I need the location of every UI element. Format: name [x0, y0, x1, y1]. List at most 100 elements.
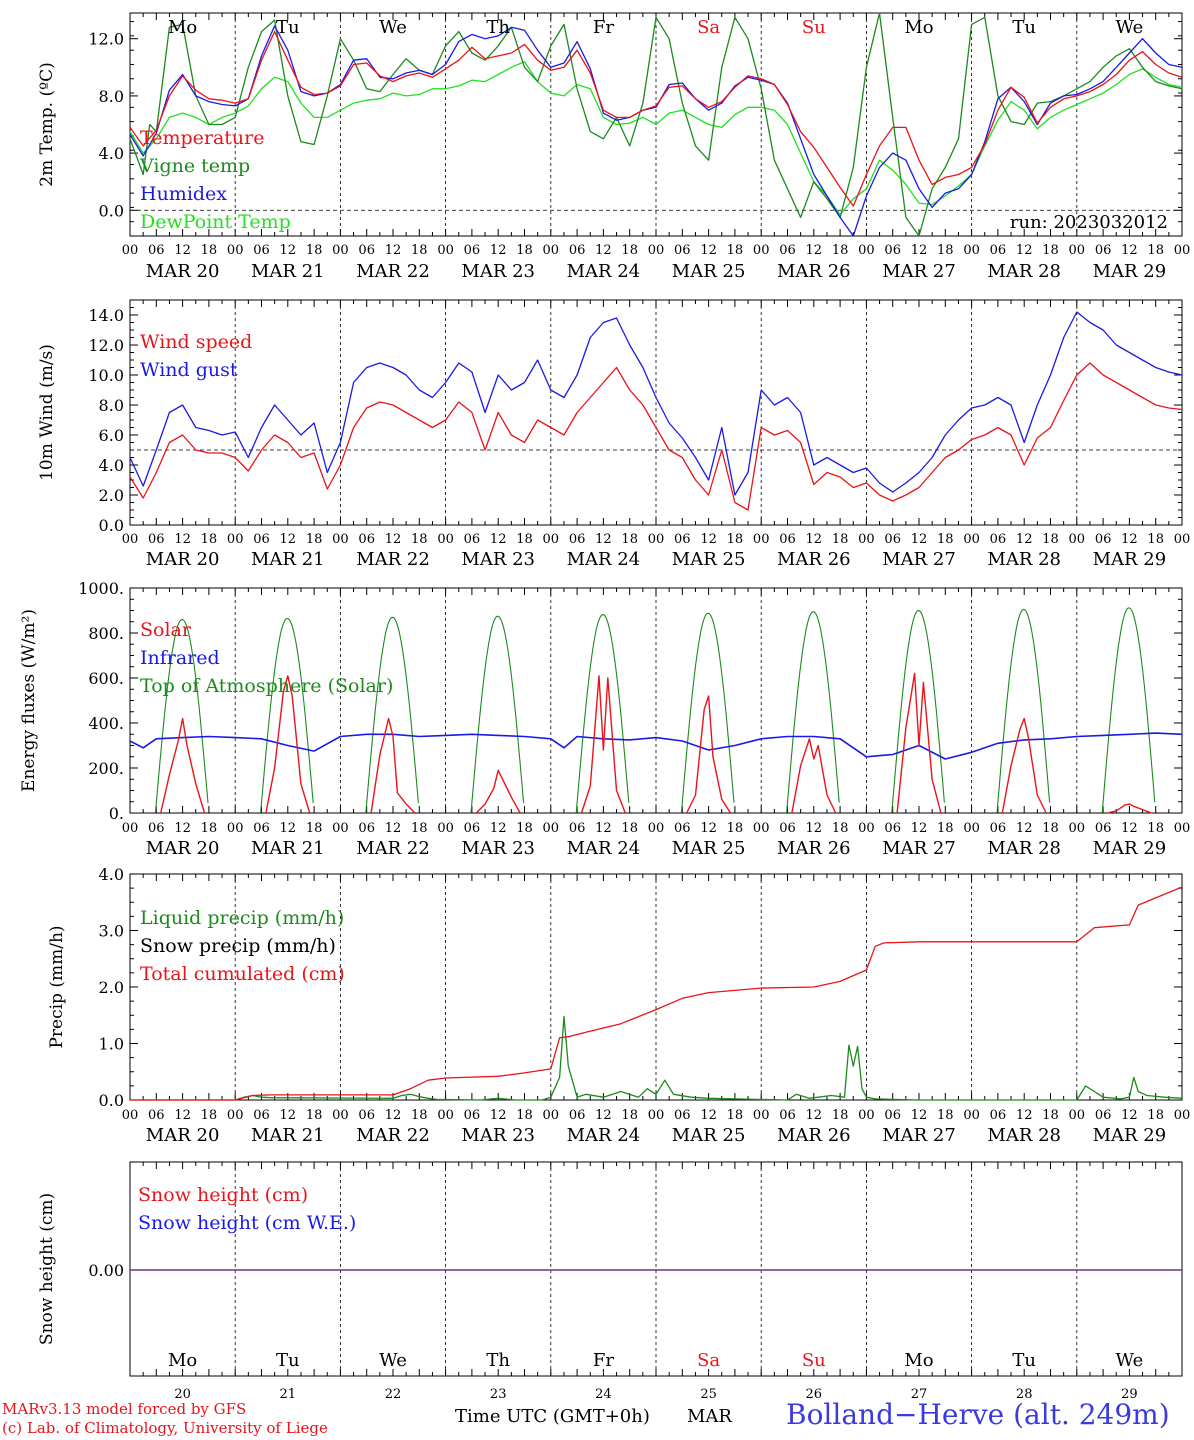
x-hour-label: 18 — [1042, 532, 1059, 547]
weekday-label: Th — [486, 1350, 510, 1371]
x-hour-label: 12 — [385, 1108, 402, 1123]
x-hour-label: 12 — [911, 243, 928, 258]
x-hour-label: 18 — [1147, 243, 1164, 258]
x-hour-label: 06 — [569, 243, 586, 258]
x-date-label: MAR 29 — [1093, 838, 1167, 859]
x-hour-label: 12 — [280, 532, 297, 547]
x-hour-label: 12 — [1016, 532, 1033, 547]
x-hour-label: 00 — [332, 821, 349, 836]
y-tick-label: 800. — [88, 624, 124, 643]
x-date-label: MAR 21 — [251, 261, 325, 282]
x-date-label: MAR 26 — [777, 549, 851, 570]
x-hour-label: 18 — [832, 1108, 849, 1123]
x-hour-label: 00 — [543, 532, 560, 547]
x-hour-label: 00 — [753, 243, 770, 258]
x-hour-label: 06 — [990, 1108, 1007, 1123]
x-hour-label: 00 — [963, 1108, 980, 1123]
x-hour-label: 00 — [437, 243, 454, 258]
x-hour-label: 00 — [753, 532, 770, 547]
x-date-label: MAR 22 — [356, 838, 430, 859]
x-hour-label: 12 — [700, 821, 717, 836]
weekday-label: Fr — [593, 17, 614, 38]
x-hour-label: 00 — [1069, 821, 1086, 836]
wind-panel: 00 06 12 18 MAR 20 00 06 12 18 MAR 21 00 06 12 18 MAR … — [37, 299, 1190, 570]
x-hour-label: 06 — [884, 1108, 901, 1123]
solar-day-curve — [265, 675, 311, 814]
x-hour-label: 06 — [569, 1108, 586, 1123]
legend-entry: Snow height (cm W.E.) — [138, 1212, 356, 1234]
x-hour-label: 06 — [990, 532, 1007, 547]
y-axis-label: Energy fluxes (W/m²) — [19, 609, 39, 792]
x-hour-label: 00 — [122, 1108, 139, 1123]
x-hour-label: 00 — [332, 1108, 349, 1123]
legend-entry: Wind speed — [140, 331, 252, 353]
weekday-label: Tu — [1012, 17, 1036, 38]
day-number-label: 28 — [1016, 1387, 1033, 1402]
toa-solar-arc — [891, 610, 945, 814]
legend-entry: Temperature — [140, 127, 264, 149]
x-hour-label: 06 — [884, 243, 901, 258]
x-hour-label: 00 — [1069, 243, 1086, 258]
x-hour-label: 00 — [963, 532, 980, 547]
solar-day-curve — [896, 672, 942, 814]
x-hour-label: 06 — [253, 821, 270, 836]
x-date-label: MAR 22 — [356, 261, 430, 282]
x-hour-label: 06 — [990, 821, 1007, 836]
y-tick-label: 2.0 — [99, 978, 124, 997]
x-date-label: MAR 23 — [461, 1125, 535, 1146]
solar-day-curve — [791, 738, 837, 814]
x-hour-label: 18 — [621, 821, 638, 836]
legend-entry: Solar — [140, 619, 192, 641]
x-hour-label: 06 — [358, 532, 375, 547]
x-hour-label: 00 — [437, 821, 454, 836]
x-hour-label: 00 — [543, 821, 560, 836]
x-date-label: MAR 21 — [251, 549, 325, 570]
series-line-total — [130, 886, 1183, 1101]
x-hour-label: 12 — [1121, 1108, 1138, 1123]
series-line-temperature — [129, 30, 1183, 207]
y-tick-label: 4.0 — [99, 456, 124, 475]
x-hour-label: 12 — [385, 821, 402, 836]
x-date-label: MAR 25 — [672, 261, 746, 282]
x-hour-label: 18 — [411, 532, 428, 547]
x-hour-label: 18 — [306, 1108, 323, 1123]
x-date-label: MAR 28 — [987, 838, 1061, 859]
series-line-wind-speed — [129, 362, 1183, 511]
legend-entry: Total cumulated (cm) — [140, 963, 345, 985]
x-hour-label: 06 — [148, 243, 165, 258]
x-hour-label: 00 — [648, 243, 665, 258]
series-line-dewpoint-temp — [129, 60, 1183, 216]
x-hour-label: 06 — [464, 243, 481, 258]
x-hour-label: 12 — [385, 532, 402, 547]
x-hour-label: 00 — [437, 532, 454, 547]
x-hour-label: 00 — [753, 821, 770, 836]
solar-day-curve — [580, 675, 626, 814]
x-hour-label: 00 — [437, 1108, 454, 1123]
x-date-label: MAR 25 — [672, 1125, 746, 1146]
weekday-label: Tu — [1012, 1350, 1036, 1371]
day-number-label: 29 — [1121, 1387, 1138, 1402]
x-date-label: MAR 25 — [672, 549, 746, 570]
x-date-label: MAR 27 — [882, 1125, 956, 1146]
x-date-label: MAR 26 — [777, 1125, 851, 1146]
x-hour-label: 18 — [201, 532, 218, 547]
series-line-wind-gust — [129, 311, 1183, 496]
panel-frame — [129, 587, 1183, 814]
x-hour-label: 18 — [621, 532, 638, 547]
precip-panel: 00 06 12 18 MAR 20 00 06 12 18 MAR 21 00 06 12 18 MAR … — [47, 865, 1190, 1146]
x-date-label: MAR 29 — [1093, 1125, 1167, 1146]
x-hour-label: 18 — [727, 243, 744, 258]
series-line-vigne-temp — [129, 12, 1183, 237]
y-tick-label: 4.0 — [99, 865, 124, 884]
x-hour-label: 18 — [1147, 532, 1164, 547]
x-hour-label: 18 — [1147, 1108, 1164, 1123]
x-hour-label: 06 — [990, 243, 1007, 258]
x-date-label: MAR 24 — [567, 1125, 641, 1146]
x-hour-label: 06 — [253, 532, 270, 547]
x-hour-label: 00 — [858, 1108, 875, 1123]
x-hour-label: 12 — [174, 243, 191, 258]
x-date-label: MAR 23 — [461, 838, 535, 859]
x-hour-label: 00 — [648, 532, 665, 547]
x-hour-label: 06 — [884, 532, 901, 547]
x-date-label: MAR 27 — [882, 261, 956, 282]
